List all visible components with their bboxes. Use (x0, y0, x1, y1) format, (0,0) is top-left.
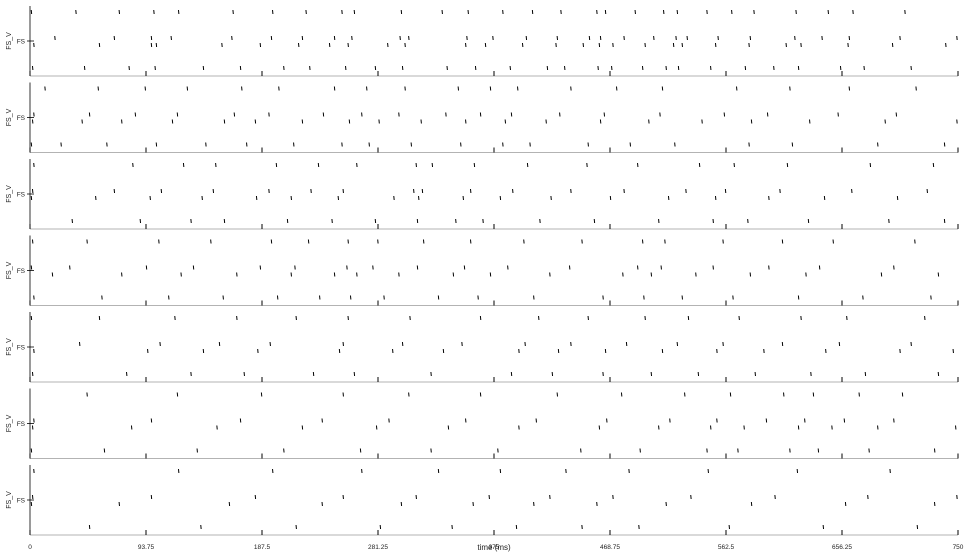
y-axis-label: FS_V (6, 491, 13, 509)
y-tick-label: FS (17, 498, 26, 505)
x-axis-label: time (ms) (477, 543, 511, 552)
x-tick-label: 93.75 (138, 544, 155, 551)
y-tick-label: FS (17, 421, 26, 428)
x-tick-label: 281.25 (368, 544, 388, 551)
y-axis-label: FS_V (6, 108, 13, 126)
raster-panel-2: FS FS_V (6, 82, 959, 153)
y-axis-label: FS_V (6, 261, 13, 279)
y-tick-label: FS (17, 268, 26, 275)
y-tick-label: FS (17, 39, 26, 46)
y-axis-label: FS_V (6, 414, 13, 432)
raster-panels: FSFS_VFSFS_VFSFS_VFSFS_VFSFS_VFSFS_VFSFS… (6, 6, 959, 536)
raster-panel-5: FS FS_V (6, 312, 959, 383)
x-tick-label: 375 (489, 544, 500, 551)
raster-panel-1: FS FS_V (6, 6, 959, 77)
y-tick-label: FS (17, 115, 26, 122)
y-axis-label: FS_V (6, 338, 13, 356)
x-tick-labels: 0 93.75 187.5 281.25 375 468.75 562.5 656.25 750 (28, 544, 964, 551)
y-tick-label: FS (17, 345, 26, 352)
raster-panel-4: FS FS_V (6, 235, 959, 306)
x-tick-label: 187.5 (254, 544, 271, 551)
x-tick-label: 468.75 (600, 544, 620, 551)
y-tick-label: FS (17, 192, 26, 199)
raster-panel-7: FS FS_V (6, 465, 959, 536)
x-tick-label: 562.5 (718, 544, 735, 551)
raster-panel-3: FS FS_V (6, 159, 959, 230)
y-axis-label: FS_V (6, 32, 13, 50)
y-axis-label: FS_V (6, 185, 13, 203)
raster-panel-6: FS FS_V (6, 388, 959, 459)
x-tick-label: 750 (953, 544, 964, 551)
x-tick-label: 656.25 (832, 544, 852, 551)
x-tick-label: 0 (28, 544, 32, 551)
